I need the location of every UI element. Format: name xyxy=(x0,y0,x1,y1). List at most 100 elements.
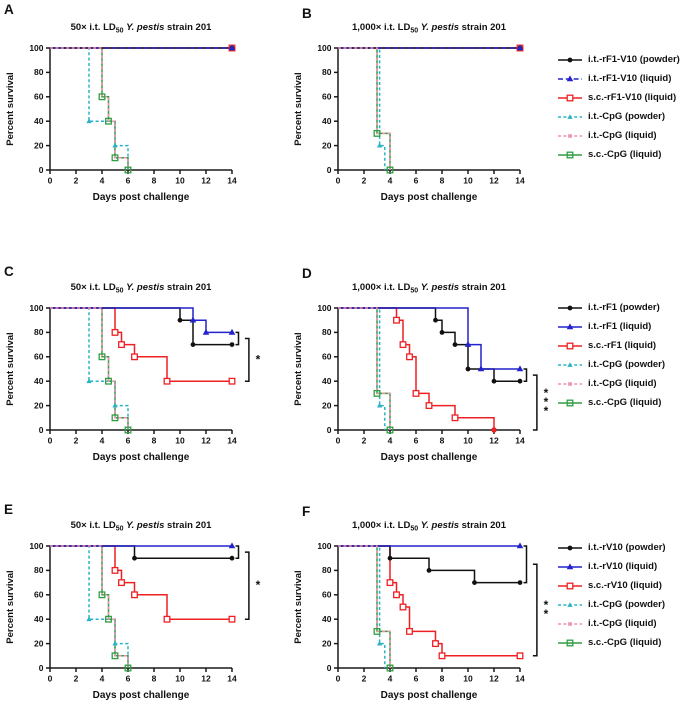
series-markers xyxy=(373,542,524,672)
axis-labels: 0 20 40 60 80 100 0 2 4 6 8 10 12 14 Percent survival D… xyxy=(293,303,525,463)
x-tick-label: 2 xyxy=(74,436,79,446)
chart-title: 1,000× i.t. LD50 Y. pestis strain 201 xyxy=(352,282,507,295)
chart-title: 50× i.t. LD50 Y. pestis strain 201 xyxy=(71,520,212,533)
legend-swatch-cyan xyxy=(558,113,582,119)
marker-open-square xyxy=(105,615,112,623)
legend-swatch-pink xyxy=(558,621,582,626)
panel-letter-F: F xyxy=(302,504,311,519)
series-line-green xyxy=(338,307,391,430)
axis-labels: 0 20 40 60 80 100 0 2 4 6 8 10 12 14 Percent survival D… xyxy=(5,541,237,701)
marker-open-square xyxy=(111,328,119,336)
marker-circle xyxy=(517,378,523,384)
x-tick-label: 10 xyxy=(463,176,473,186)
chart-title: 1,000× i.t. LD50 Y. pestis strain 201 xyxy=(352,22,507,35)
marker-triangle xyxy=(566,74,574,81)
y-tick-label: 60 xyxy=(322,590,332,600)
series-line-pink xyxy=(338,307,391,430)
series-lines xyxy=(50,545,232,668)
figure-row-1: A 50× i.t. LD50 Y. pestis strain 201 0 20 4… xyxy=(0,0,690,238)
legend-swatch-green xyxy=(558,639,582,646)
series-line-blue xyxy=(338,307,520,370)
panel-letter-A: A xyxy=(4,2,14,17)
marker-triangle xyxy=(189,316,197,323)
y-tick-label: 80 xyxy=(322,327,332,337)
marker-open-square xyxy=(111,154,119,162)
y-tick-label: 0 xyxy=(327,425,332,435)
marker-triangle-small xyxy=(567,361,573,367)
legend-item: i.t.-CpG (liquid) xyxy=(557,614,690,633)
series-lines xyxy=(338,545,520,668)
x-tick-label: 0 xyxy=(48,176,53,186)
series-line-pink xyxy=(50,47,129,170)
x-tick-label: 14 xyxy=(227,674,237,684)
series-line-red xyxy=(50,307,232,382)
x-tick-label: 8 xyxy=(152,436,157,446)
x-axis-title: Days post challenge xyxy=(381,192,478,203)
marker-circle xyxy=(567,57,573,62)
marker-open-square xyxy=(566,582,574,589)
marker-open-square xyxy=(386,166,394,174)
legend-label: i.t.-CpG (powder) xyxy=(588,599,666,610)
marker-triangle xyxy=(464,341,472,347)
x-tick-label: 12 xyxy=(201,436,211,446)
legend-item: i.t.-CpG (powder) xyxy=(557,595,690,614)
survival-chart-C: 50× i.t. LD50 Y. pestis strain 201 0 20 40 6… xyxy=(0,274,262,472)
y-tick-label: 60 xyxy=(34,92,44,102)
x-tick-label: 2 xyxy=(74,176,79,186)
marker-triangle xyxy=(566,562,574,569)
y-tick-label: 100 xyxy=(317,43,331,53)
y-axis-title: Percent survival xyxy=(293,332,304,405)
y-tick-label: 40 xyxy=(322,376,332,386)
comparison-bracket xyxy=(235,331,240,346)
y-tick-label: 80 xyxy=(34,565,44,575)
marker-square-small xyxy=(568,381,572,386)
marker-open-square xyxy=(98,591,106,599)
marker-open-square xyxy=(399,341,407,349)
y-tick-label: 20 xyxy=(322,638,332,648)
series-line-pink xyxy=(50,307,129,430)
x-tick-label: 8 xyxy=(440,176,445,186)
marker-triangle-small xyxy=(86,378,92,384)
survival-chart-B: 1,000× i.t. LD50 Y. pestis strain 201 0 20… xyxy=(288,14,525,212)
legend-label: i.t.-rV10 (powder) xyxy=(588,542,666,553)
survival-plot-C: 50× i.t. LD50 Y. pestis strain 201020406… xyxy=(5,282,261,463)
x-tick-label: 2 xyxy=(74,674,79,684)
x-tick-label: 6 xyxy=(414,436,419,446)
marker-open-square xyxy=(111,566,119,574)
x-axis-title: Days post challenge xyxy=(93,452,190,463)
y-tick-label: 80 xyxy=(322,565,332,575)
x-tick-label: 8 xyxy=(152,176,157,186)
x-tick-label: 6 xyxy=(126,436,131,446)
x-tick-label: 12 xyxy=(201,176,211,186)
panel-A: A 50× i.t. LD50 Y. pestis strain 201 0 20 4… xyxy=(0,0,262,238)
marker-open-square xyxy=(451,414,459,422)
panel-E: E 50× i.t. LD50 Y. pestis strain 201 0 20 4… xyxy=(0,476,262,714)
x-tick-label: 4 xyxy=(100,436,105,446)
legend-label: i.t.-rF1-V10 (powder) xyxy=(588,54,680,65)
series-line-green xyxy=(338,47,391,170)
significance-bracket xyxy=(244,551,250,620)
marker-open-square xyxy=(393,316,400,324)
y-tick-label: 40 xyxy=(34,376,44,386)
y-axis-title: Percent survival xyxy=(5,570,16,643)
x-tick-label: 0 xyxy=(336,436,341,446)
series-markers xyxy=(86,542,236,672)
legend-swatch-pink xyxy=(558,133,582,138)
marker-open-square xyxy=(425,402,433,410)
panel-C: C 50× i.t. LD50 Y. pestis strain 201 0 20 4… xyxy=(0,238,262,476)
y-axis-title: Percent survival xyxy=(5,72,16,145)
legend-swatch-cyan xyxy=(558,361,582,367)
survival-plot-A: 50× i.t. LD50 Y. pestis strain 201020406… xyxy=(5,22,237,203)
legend-label: i.t.-CpG (liquid) xyxy=(588,378,657,389)
survival-plot-D: 1,000× i.t. LD50 Y. pestis strain 201020… xyxy=(293,282,549,463)
series-lines xyxy=(338,307,520,430)
marker-circle xyxy=(229,342,235,347)
marker-triangle xyxy=(228,328,236,335)
legend-label: i.t.-rF1 (liquid) xyxy=(588,321,652,332)
series-line-green xyxy=(338,545,391,668)
survival-chart-D: 1,000× i.t. LD50 Y. pestis strain 201 0 20… xyxy=(288,274,549,472)
marker-triangle xyxy=(202,328,210,335)
y-axis-title: Percent survival xyxy=(5,332,16,405)
axis-labels: 0 20 40 60 80 100 0 2 4 6 8 10 12 14 Percent survival D… xyxy=(5,43,237,203)
x-tick-label: 14 xyxy=(227,176,237,186)
